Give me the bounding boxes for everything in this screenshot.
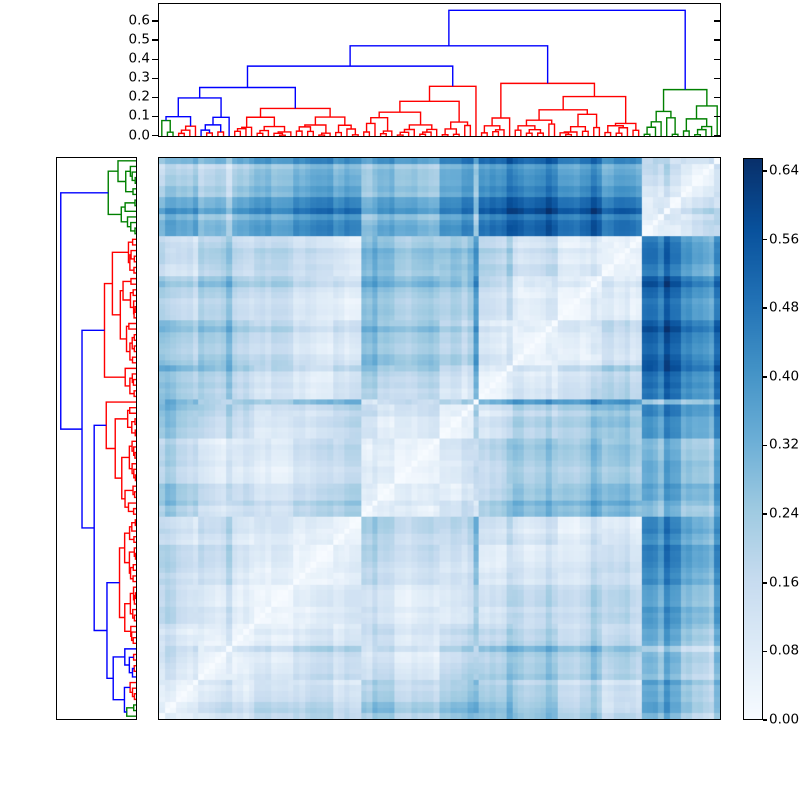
top-dendrogram <box>161 9 718 136</box>
colorbar-tick <box>763 719 767 721</box>
top-dendrogram-ytick <box>152 134 158 137</box>
top-dendrogram-ytick-label: 0.1 <box>128 107 150 124</box>
top-dendrogram-ytick <box>152 77 158 80</box>
top-dendrogram-ytick-label: 0.5 <box>128 31 150 48</box>
top-dendrogram-ytick <box>152 39 158 42</box>
colorbar-tick-label: 0.00 <box>769 711 800 728</box>
top-dendrogram-ytick-label: 0.4 <box>128 50 150 67</box>
heatmap-canvas <box>159 158 720 719</box>
top-dendrogram-ytick-right <box>713 96 720 99</box>
colorbar-tick <box>763 444 767 447</box>
top-dendrogram-ytick-label: 0.2 <box>128 88 150 105</box>
colorbar <box>743 158 763 720</box>
colorbar-tick <box>763 375 767 378</box>
colorbar-tick-label: 0.40 <box>769 368 800 385</box>
colorbar-tick <box>763 650 767 653</box>
top-dendrogram-ytick-label: 0.0 <box>128 126 150 143</box>
top-dendrogram-ytick-right <box>713 134 720 137</box>
left-dendrogram <box>60 160 136 717</box>
colorbar-tick-label: 0.08 <box>769 642 800 659</box>
colorbar-tick-label: 0.24 <box>769 505 800 522</box>
top-dendrogram-ytick-label: 0.3 <box>128 69 150 86</box>
top-dendrogram-ytick <box>152 20 158 22</box>
colorbar-tick <box>763 238 767 241</box>
colorbar-tick <box>763 513 767 515</box>
top-dendrogram-ytick-right <box>713 20 720 22</box>
top-dendrogram-ytick-label: 0.6 <box>128 12 150 29</box>
top-dendrogram-ytick <box>152 115 158 118</box>
top-dendrogram-ytick-right <box>713 77 720 80</box>
colorbar-gradient <box>744 159 762 719</box>
colorbar-tick-label: 0.64 <box>769 162 800 179</box>
top-dendrogram-ytick <box>152 96 158 99</box>
top-dendrogram-ytick <box>152 58 158 61</box>
colorbar-tick-label: 0.16 <box>769 573 800 590</box>
distance-matrix-heatmap <box>158 157 721 720</box>
colorbar-tick-label: 0.32 <box>769 436 800 453</box>
top-dendrogram-ytick-right <box>713 39 720 42</box>
top-dendrogram-ytick-right <box>713 58 720 61</box>
colorbar-tick-label: 0.56 <box>769 230 800 247</box>
colorbar-tick-label: 0.48 <box>769 299 800 316</box>
left-dendrogram-axes <box>56 157 137 720</box>
colorbar-tick <box>763 581 767 584</box>
top-dendrogram-ytick-right <box>713 115 720 118</box>
top-dendrogram-axes <box>158 3 721 137</box>
colorbar-tick <box>763 170 767 172</box>
colorbar-tick <box>763 307 767 309</box>
